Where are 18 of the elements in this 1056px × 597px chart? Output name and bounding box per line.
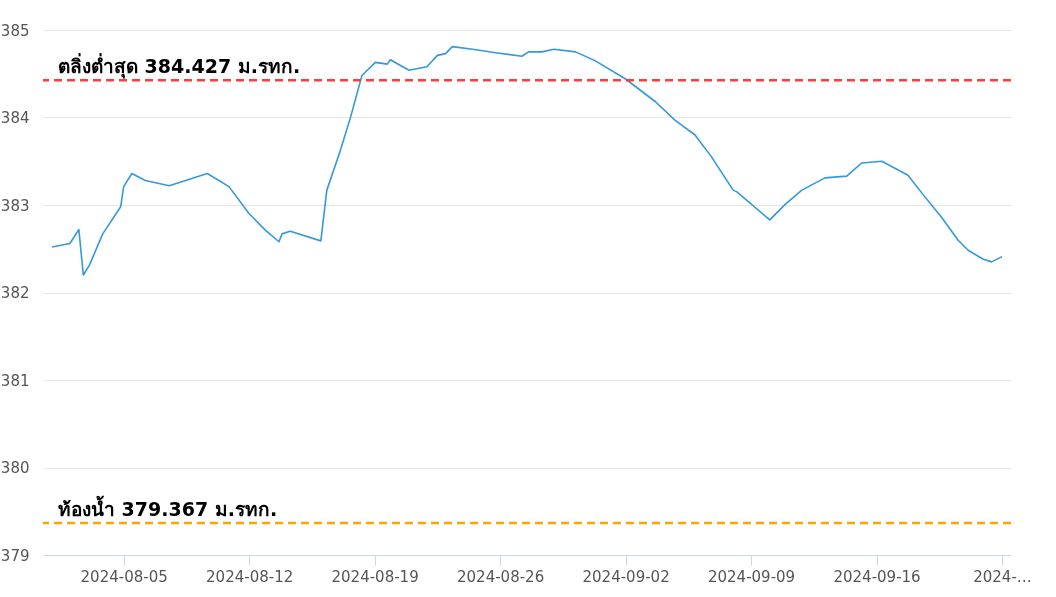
x-tick-label: 2024-08-05 <box>80 567 168 586</box>
y-tick-label: 382 <box>0 284 30 302</box>
x-tick-label: 2024-08-19 <box>331 567 419 586</box>
y-tick-label: 379 <box>0 546 30 565</box>
y-tick-label: 385 <box>0 21 30 40</box>
x-tick-label: 2024-… <box>973 567 1032 586</box>
x-tick-label: 2024-09-16 <box>833 567 921 586</box>
y-tick-label: 381 <box>0 371 30 390</box>
y-tick-label: 383 <box>0 196 30 215</box>
ref-line-label: ตลิ่งต่ำสุด 384.427 ม.รทก. <box>58 53 301 80</box>
ref-line-label: ท้องน้ำ 379.367 ม.รทก. <box>58 494 278 520</box>
x-tick-label: 2024-08-12 <box>206 567 294 586</box>
y-tick-label: 384 <box>0 109 30 127</box>
line-series <box>51 45 1003 276</box>
x-tick-label: 2024-09-09 <box>707 567 796 586</box>
y-tick-label: 380 <box>0 459 30 477</box>
x-tick-label: 2024-09-02 <box>582 567 670 586</box>
x-tick-label: 2024-08-26 <box>457 567 545 586</box>
